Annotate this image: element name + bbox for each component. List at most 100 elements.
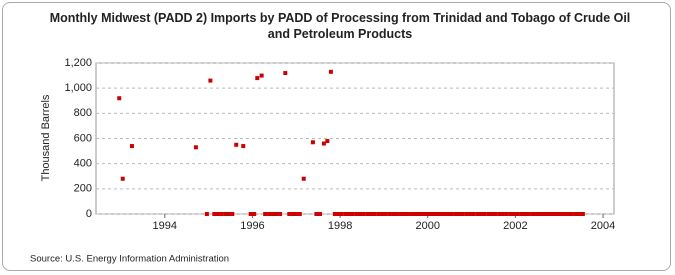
point [321,141,326,146]
x-tick-label: 2002 [503,220,527,232]
point [230,212,235,216]
point [193,145,198,150]
point [343,212,348,216]
point [427,212,432,216]
point [325,139,330,144]
point [558,212,563,216]
point [515,212,520,216]
point [530,212,535,216]
y-tick-label: 800 [74,107,92,119]
point [537,212,542,216]
point [475,212,480,216]
x-tick-label: 2000 [416,220,440,232]
point [504,212,509,216]
point [317,212,322,216]
point [551,212,556,216]
point [405,212,410,216]
point [489,212,494,216]
point [372,212,377,216]
point [290,212,295,216]
point [208,78,213,83]
y-tick-label: 1,000 [64,82,92,94]
point [339,212,344,216]
point [442,212,447,216]
point [460,212,465,216]
point [350,212,355,216]
point [562,212,567,216]
point [391,212,396,216]
point [445,212,450,216]
y-axis-label: Thousand Barrels [40,94,52,181]
y-tick-label: 1,200 [64,57,92,69]
point [456,212,461,216]
point [526,212,531,216]
point [413,212,418,216]
point [270,212,275,216]
point [365,212,370,216]
point [223,212,228,216]
y-tick-label: 200 [74,183,92,195]
point [493,212,498,216]
point [566,212,571,216]
point [287,212,292,216]
x-tick-label: 1994 [153,220,177,232]
point [467,212,472,216]
point [519,212,524,216]
point [361,212,366,216]
point [252,212,257,216]
point [387,212,392,216]
source-note: Source: U.S. Energy Information Administ… [30,254,229,265]
point [267,212,272,216]
point [434,212,439,216]
point [471,212,476,216]
chart-title: Monthly Midwest (PADD 2) Imports by PADD… [49,11,631,41]
point [204,212,209,216]
point [120,176,125,181]
point [117,96,122,101]
point [453,212,458,216]
point [394,212,399,216]
point [347,212,352,216]
point [283,71,288,76]
y-tick-label: 0 [86,208,92,220]
point [423,212,428,216]
point [577,212,582,216]
point [511,212,516,216]
point [234,142,239,147]
point [215,212,220,216]
point [431,212,436,216]
point [569,212,574,216]
point [544,212,549,216]
point [336,212,341,216]
x-tick-label: 2004 [591,220,615,232]
point [248,212,253,216]
point [482,212,487,216]
point [522,212,527,216]
point [219,212,224,216]
point [541,212,546,216]
point [402,212,407,216]
point [241,144,246,149]
point [328,69,333,74]
point [573,212,578,216]
point [398,212,403,216]
point [294,212,299,216]
point [486,212,491,216]
point [369,212,374,216]
point [129,144,134,149]
point [420,212,425,216]
chart-frame [2,2,671,271]
point [548,212,553,216]
point [297,212,302,216]
y-tick-label: 600 [74,132,92,144]
y-tick-label: 400 [74,158,92,170]
x-tick-label: 1998 [328,220,352,232]
x-tick-label: 1996 [240,220,264,232]
point [497,212,502,216]
point [314,212,319,216]
point [274,212,279,216]
point [383,212,388,216]
point [555,212,560,216]
point [259,73,264,78]
